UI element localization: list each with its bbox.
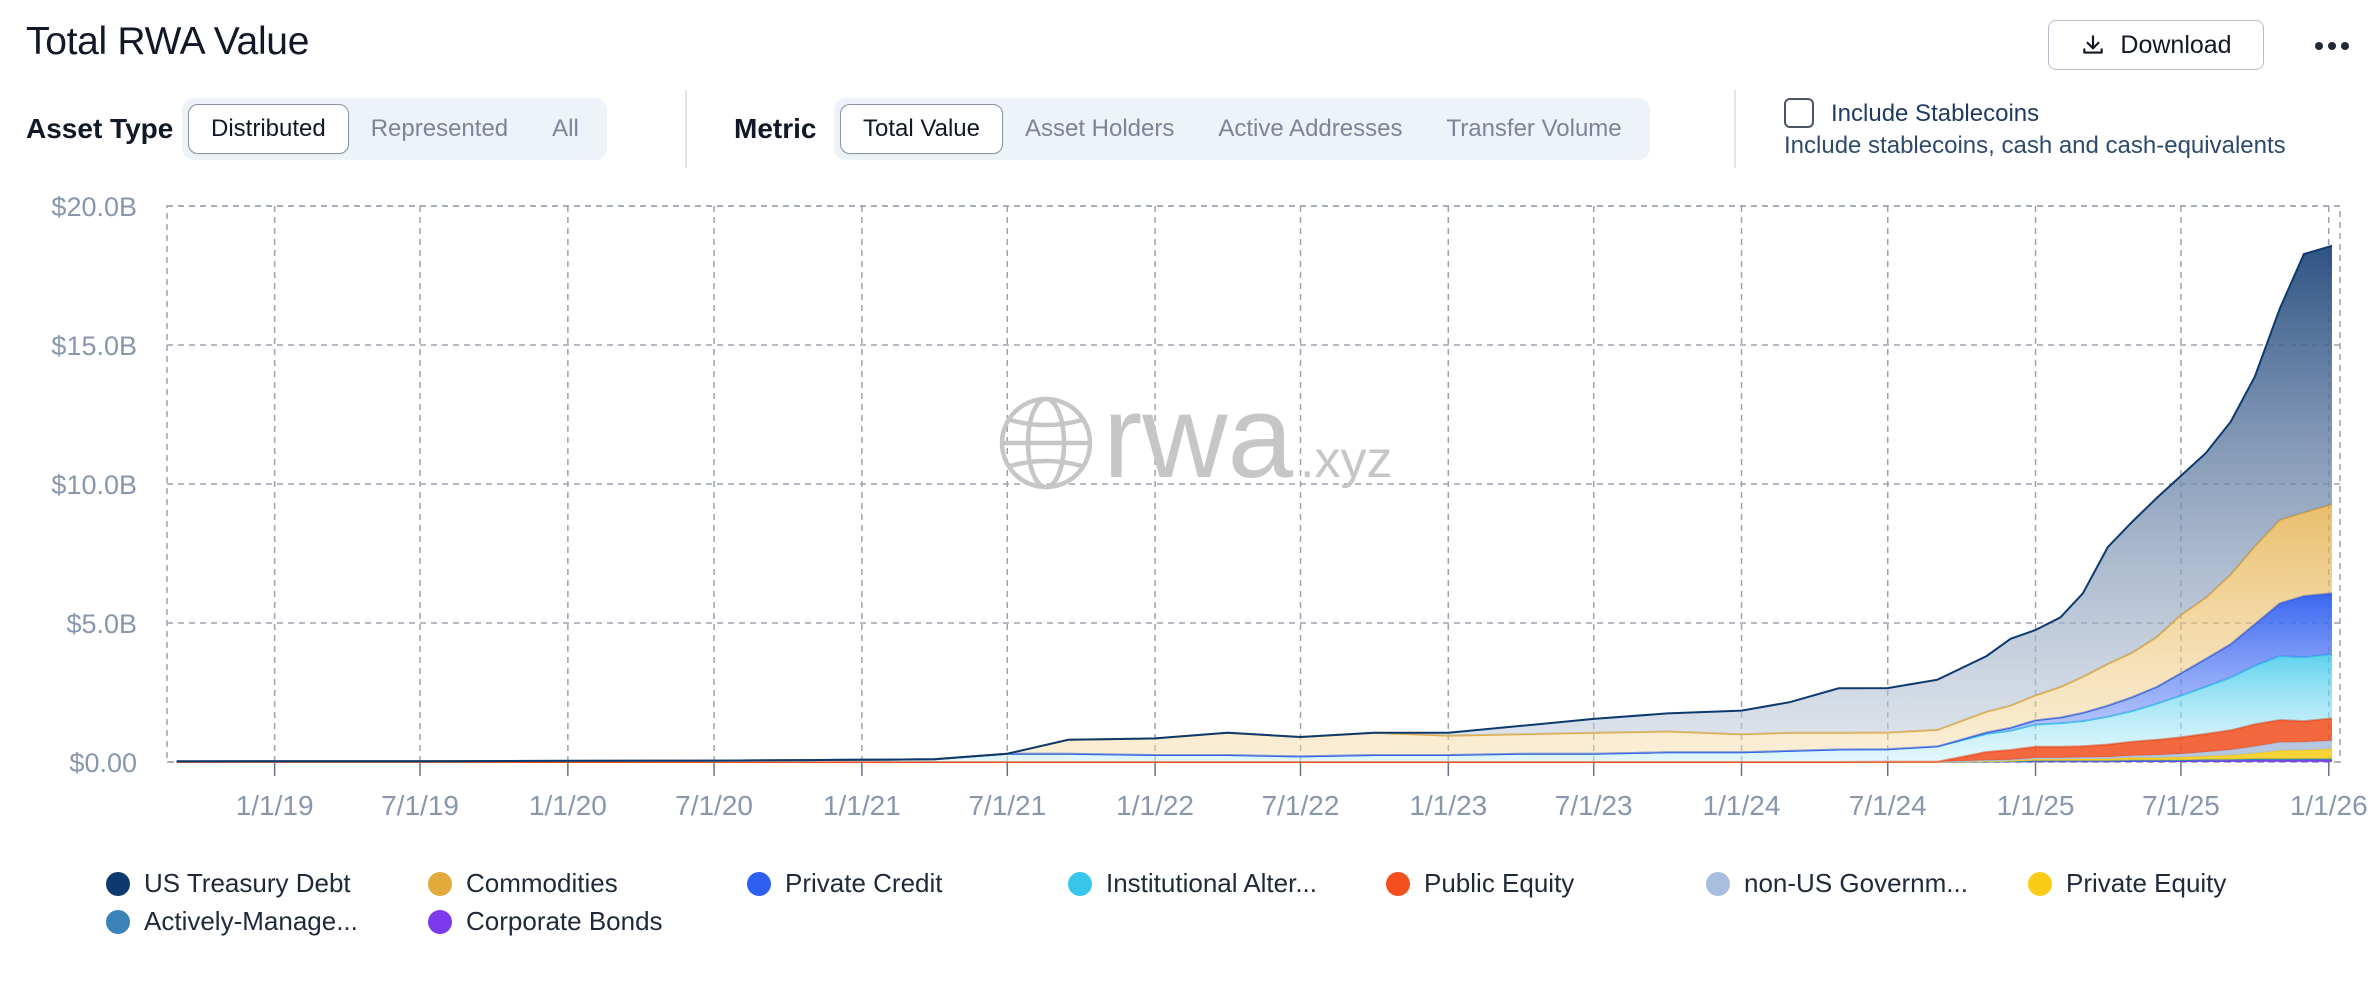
download-button[interactable]: Download [2048,20,2264,70]
page-title: Total RWA Value [26,20,310,63]
legend-label: Private Equity [2066,868,2227,898]
legend-swatch [106,909,130,934]
x-tick-label: 1/1/19 [236,790,314,821]
divider [1734,90,1736,168]
x-tick-label: 1/1/25 [1997,790,2075,821]
metric-label: Metric [734,113,817,144]
legend-swatch [428,871,452,896]
download-icon [2083,35,2104,54]
y-tick-label: $15.0B [51,331,137,361]
legend-label: Actively-Manage... [144,906,358,936]
y-tick-label: $10.0B [51,470,137,500]
divider [685,90,687,168]
metric-option-active-addresses[interactable]: Active Addresses [1218,115,1403,142]
y-tick-label: $5.0B [66,609,137,639]
chart-areas [176,244,2333,763]
legend-item[interactable]: Private Credit [747,868,943,899]
legend-item[interactable]: Actively-Manage... [106,906,358,937]
rwa-value-chart: rwa .xyz $0.00 $5.0B $10.0B $15.0B $20.0B 1/1… [51,192,2367,821]
include-stablecoins-checkbox[interactable] [1784,98,1814,128]
legend-item[interactable]: non-US Governm... [1706,868,1968,899]
legend-label: Public Equity [1424,868,1575,898]
globe-icon [999,396,1093,490]
x-tick-label: 7/1/21 [968,790,1046,821]
legend-swatch [428,909,452,934]
legend-swatch [747,871,771,896]
metric-selector: Total Value Asset Holders Active Address… [834,98,1650,160]
legend-item[interactable]: US Treasury Debt [106,868,351,899]
legend-item[interactable]: Corporate Bonds [428,906,663,937]
legend-label: Corporate Bonds [466,906,663,936]
legend-item[interactable]: Institutional Alter... [1068,868,1317,899]
legend-label: non-US Governm... [1744,868,1968,898]
x-tick-label: 7/1/23 [1555,790,1633,821]
legend-swatch [1386,871,1410,896]
x-tick-label: 1/1/20 [529,790,607,821]
x-tick-label: 7/1/25 [2142,790,2220,821]
metric-option-transfer-volume[interactable]: Transfer Volume [1446,115,1622,142]
x-tick-label: 7/1/24 [1849,790,1927,821]
metric-option-total-value[interactable]: Total Value [840,104,1003,154]
legend-label: US Treasury Debt [144,868,351,898]
legend-item[interactable]: Private Equity [2028,868,2226,899]
download-label: Download [2120,30,2232,59]
x-tick-label: 1/1/24 [1703,790,1781,821]
x-tick-label: 7/1/19 [381,790,459,821]
y-tick-label: $0.00 [69,748,137,778]
asset-type-selector: Distributed Represented All [182,98,607,160]
y-tick-label: $20.0B [51,192,137,222]
rwa-watermark: rwa .xyz [999,371,1392,503]
area-us-treasury-debt [176,245,2332,762]
x-tick-label: 1/1/23 [1409,790,1487,821]
legend-swatch [106,871,130,896]
metric-option-asset-holders[interactable]: Asset Holders [1024,115,1175,142]
legend-swatch [1706,871,1730,896]
asset-type-option-distributed[interactable]: Distributed [188,104,349,154]
chart-axes: $0.00 $5.0B $10.0B $15.0B $20.0B 1/1/19 7/1/19… [51,192,2367,821]
x-tick-label: 1/1/22 [1116,790,1194,821]
x-tick-label: 1/1/21 [823,790,901,821]
asset-type-option-represented[interactable]: Represented [370,115,509,142]
line-us-treasury-debt [176,244,2333,763]
legend-swatch [2028,871,2052,896]
legend-swatch [1068,871,1092,896]
legend-label: Private Credit [785,868,943,898]
legend-item[interactable]: Commodities [428,868,618,899]
legend-label: Institutional Alter... [1106,868,1318,898]
include-stablecoins-description: Include stablecoins, cash and cash-equiv… [1784,132,2286,159]
asset-type-option-all[interactable]: All [552,115,579,142]
watermark-suffix: .xyz [1300,431,1392,489]
watermark-text: rwa [1103,371,1294,503]
legend-item[interactable]: Public Equity [1386,868,1574,899]
area-commodities [176,504,2332,762]
include-stablecoins-label: Include Stablecoins [1831,100,2040,127]
legend-label: Commodities [466,868,618,898]
asset-type-label: Asset Type [26,113,174,144]
more-options-icon[interactable] [2312,26,2352,66]
x-tick-label: 1/1/26 [2290,790,2368,821]
x-tick-label: 7/1/22 [1262,790,1340,821]
x-tick-label: 7/1/20 [675,790,753,821]
